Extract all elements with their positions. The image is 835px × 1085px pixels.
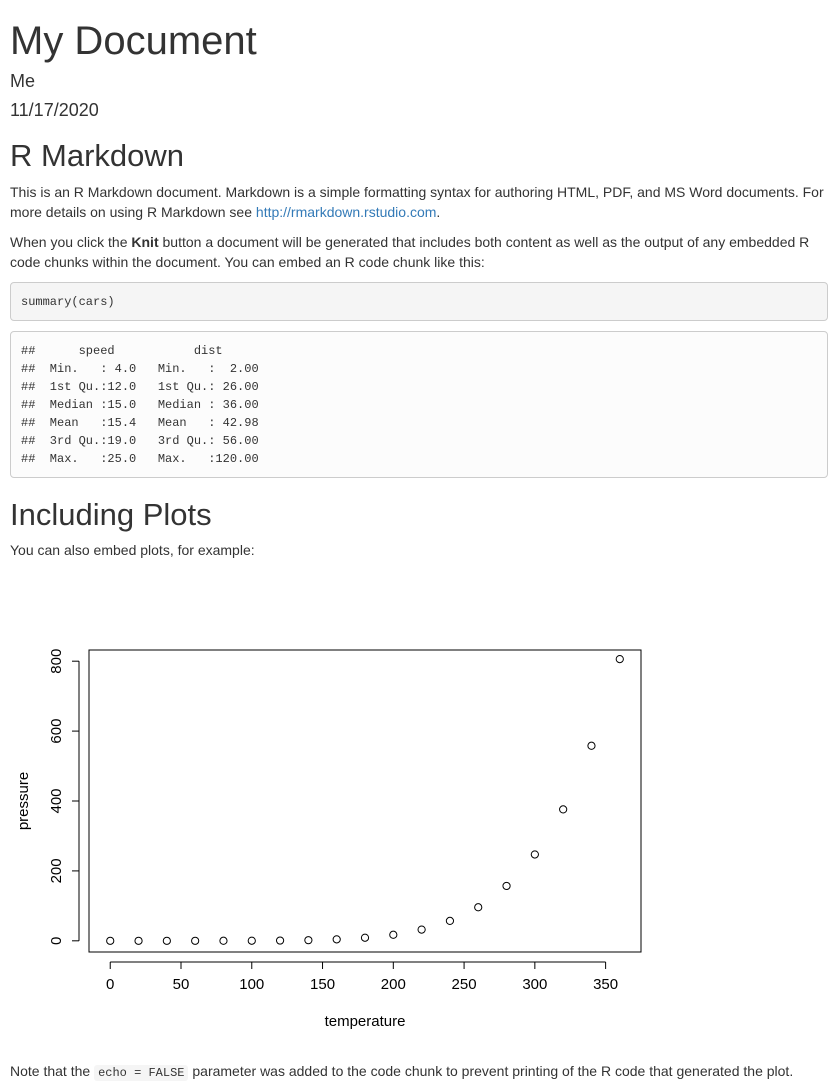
y-axis-label: pressure bbox=[15, 772, 32, 830]
y-axis: 0 200 400 600 800 bbox=[48, 649, 80, 945]
x-tick-label: 250 bbox=[452, 976, 477, 993]
data-point bbox=[106, 936, 115, 945]
data-point bbox=[360, 933, 370, 942]
rmarkdown-link[interactable]: http://rmarkdown.rstudio.com bbox=[255, 204, 437, 220]
data-point bbox=[275, 936, 285, 945]
note-text-end: parameter was added to the code chunk to… bbox=[188, 1063, 794, 1079]
y-tick-label: 200 bbox=[48, 858, 65, 883]
x-tick-label: 0 bbox=[106, 976, 114, 993]
knit-text-start: When you click the bbox=[10, 234, 132, 250]
intro-paragraph: This is an R Markdown document. Markdown… bbox=[10, 182, 828, 222]
document-title: My Document bbox=[10, 19, 257, 63]
echo-false-code: echo = FALSE bbox=[94, 1065, 189, 1081]
data-point bbox=[219, 936, 228, 945]
code-output[interactable]: ## speed dist ## Min. : 4.0 Min. : 2.00 … bbox=[10, 331, 828, 478]
data-point bbox=[162, 936, 171, 945]
y-tick-label: 800 bbox=[48, 649, 65, 674]
data-point bbox=[530, 850, 539, 859]
section-heading-including-plots: Including Plots bbox=[10, 497, 212, 532]
document-author: Me bbox=[10, 71, 36, 91]
intro-text: This is an R Markdown document. Markdown… bbox=[10, 184, 824, 220]
plots-paragraph: You can also embed plots, for example: bbox=[10, 542, 255, 558]
x-tick-label: 100 bbox=[239, 976, 264, 993]
x-axis-label: temperature bbox=[325, 1013, 406, 1030]
y-tick-label: 0 bbox=[48, 937, 65, 945]
data-point bbox=[191, 936, 200, 945]
data-point bbox=[615, 654, 624, 664]
section-heading-r-markdown: R Markdown bbox=[10, 138, 184, 173]
y-tick-label: 400 bbox=[48, 788, 65, 813]
code-chunk[interactable]: summary(cars) bbox=[10, 282, 828, 321]
data-point bbox=[304, 936, 313, 945]
data-point bbox=[559, 805, 568, 814]
intro-period: . bbox=[436, 204, 441, 220]
x-tick-label: 150 bbox=[310, 976, 335, 993]
x-tick-label: 300 bbox=[522, 976, 547, 993]
echo-note-paragraph: Note that the echo = FALSE parameter was… bbox=[10, 1061, 828, 1083]
data-point bbox=[417, 925, 426, 934]
x-tick-label: 350 bbox=[593, 976, 618, 993]
data-point bbox=[389, 930, 398, 939]
knit-bold: Knit bbox=[131, 234, 159, 250]
document-date: 11/17/2020 bbox=[10, 100, 99, 120]
data-point bbox=[474, 903, 483, 912]
pressure-scatter-plot: 0 50 100 150 200 250 300 350 0 200 400 600 800 temp… bbox=[15, 649, 642, 1030]
plot-frame bbox=[88, 649, 642, 953]
knit-text-end: button a document will be generated that… bbox=[10, 234, 810, 270]
x-tick-label: 50 bbox=[173, 976, 190, 993]
knit-paragraph: When you click the Knit button a documen… bbox=[10, 232, 828, 272]
data-points bbox=[106, 654, 624, 945]
data-point bbox=[587, 741, 596, 750]
note-text-start: Note that the bbox=[10, 1063, 95, 1079]
data-point bbox=[134, 936, 143, 945]
data-point bbox=[502, 881, 511, 891]
y-tick-label: 600 bbox=[48, 719, 65, 744]
x-axis: 0 50 100 150 200 250 300 350 bbox=[106, 961, 618, 993]
x-tick-label: 200 bbox=[381, 976, 406, 993]
data-point bbox=[247, 936, 256, 945]
data-point bbox=[445, 916, 455, 925]
data-point bbox=[332, 935, 341, 944]
